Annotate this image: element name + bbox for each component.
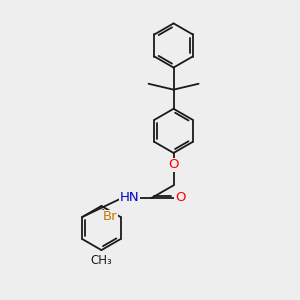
Text: O: O bbox=[175, 191, 185, 205]
Text: CH₃: CH₃ bbox=[91, 254, 112, 267]
Text: O: O bbox=[168, 158, 179, 171]
Text: HN: HN bbox=[120, 191, 139, 205]
Text: Br: Br bbox=[103, 211, 118, 224]
